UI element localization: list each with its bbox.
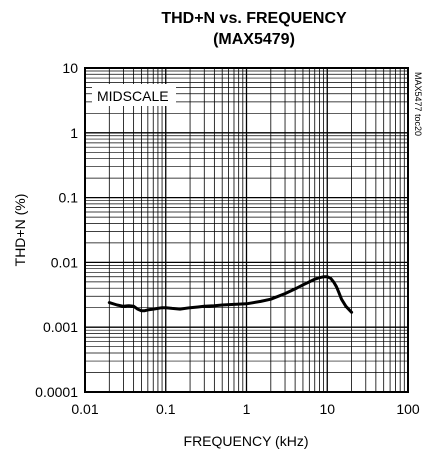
- x-tick-label: 10: [319, 401, 335, 417]
- figure-code: MAX5477 toc20: [413, 72, 423, 136]
- annotation-background: [92, 84, 176, 106]
- chart-subtitle: (MAX5479): [213, 31, 295, 48]
- y-tick-label: 1: [70, 125, 78, 141]
- x-tick-label: 1: [243, 401, 251, 417]
- y-axis-label: THD+N (%): [12, 194, 28, 267]
- x-tick-label: 0.1: [156, 401, 176, 417]
- series-line-thd-n: [107, 275, 354, 314]
- y-tick-label: 0.0001: [35, 384, 78, 400]
- grid: [84, 68, 408, 393]
- y-tick-label: 0.1: [59, 190, 79, 206]
- chart-title: THD+N vs. FREQUENCY: [161, 10, 347, 27]
- y-tick-label: 0.001: [43, 319, 78, 335]
- y-tick-label: 10: [62, 60, 78, 76]
- x-tick-label: 100: [396, 401, 420, 417]
- annotation-midscale: MIDSCALE: [97, 88, 169, 104]
- y-tick-label: 0.01: [51, 254, 78, 270]
- tick-labels: 0.01 0.1 1 10 100 0.0001 0.001 0.01 0.1 1 10: [35, 60, 420, 417]
- x-axis-label: FREQUENCY (kHz): [184, 433, 309, 449]
- x-tick-label: 0.01: [71, 401, 98, 417]
- plot-frame: [84, 67, 409, 393]
